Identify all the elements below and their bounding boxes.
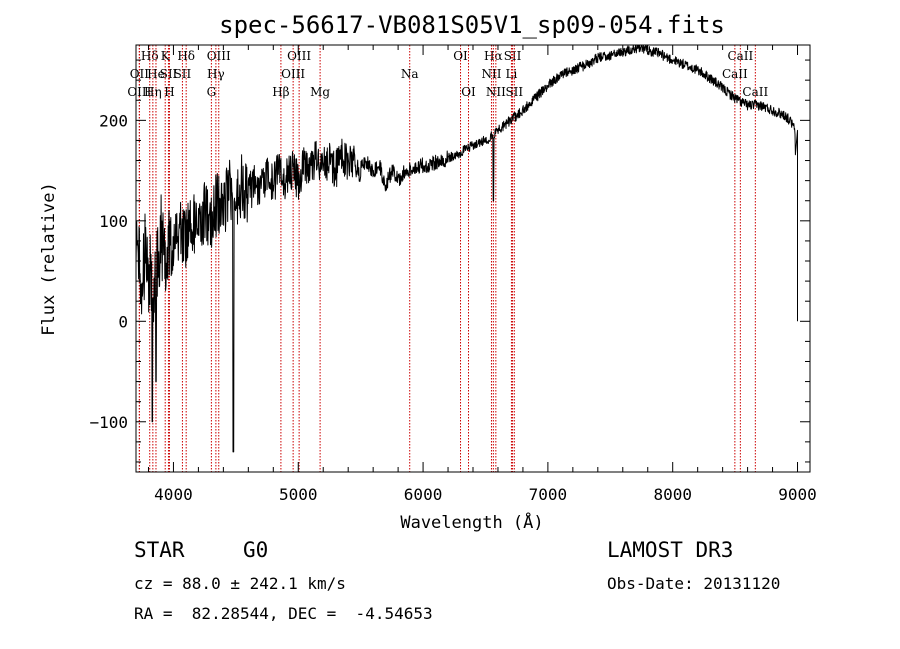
line-marker: G (207, 45, 217, 472)
survey-name: LAMOST DR3 (607, 538, 734, 562)
line-marker-label: Li (506, 67, 518, 81)
x-axis-label: Wavelength (Å) (400, 511, 543, 533)
line-marker: He (147, 45, 165, 472)
redshift-text: cz = 88.0 ± 242.1 km/s (134, 574, 346, 593)
line-marker-label: OIII (287, 49, 311, 63)
line-marker-label: CaII (727, 49, 753, 63)
spectrum-series (135, 44, 798, 453)
x-tick-label: 9000 (778, 485, 817, 504)
line-marker-label: K (161, 49, 171, 63)
y-tick-label: 200 (99, 111, 128, 130)
line-marker-label: OIII (127, 85, 151, 99)
line-marker: CaII (742, 45, 768, 472)
line-marker: Hα (484, 45, 503, 472)
x-tick-label: 7000 (529, 485, 568, 504)
line-marker-label: Hβ (272, 85, 289, 99)
obs-date: Obs-Date: 20131120 (607, 574, 781, 593)
line-marker-label: SII (174, 67, 192, 81)
line-marker: Mg (310, 45, 330, 472)
plot-frame (135, 44, 811, 473)
coordinates-text: RA = 82.28544, DEC = -4.54653 (134, 604, 433, 623)
line-marker: Hγ (207, 45, 225, 472)
line-marker-label: OI (461, 85, 476, 99)
object-subclass: G0 (243, 538, 269, 562)
line-marker: NII (486, 45, 506, 472)
line-marker-label: OII (130, 67, 150, 81)
line-marker-label: H (164, 85, 174, 99)
line-marker-label: NII (486, 85, 506, 99)
chart-title: spec-56617-VB081S05V1_sp09-054.fits (219, 11, 725, 39)
y-tick-label: −100 (89, 413, 128, 432)
line-marker: SII (505, 45, 523, 472)
line-marker-label: Hη (144, 85, 162, 99)
line-marker-label: OI (453, 49, 468, 63)
y-tick-label: 100 (99, 212, 128, 231)
x-tick-label: 6000 (404, 485, 443, 504)
line-marker-label: SII (504, 49, 522, 63)
line-marker-label: G (207, 85, 217, 99)
line-marker-label: Mg (310, 85, 330, 99)
line-marker: OI (461, 45, 476, 472)
x-tick-label: 5000 (279, 485, 318, 504)
line-marker: Li (506, 45, 518, 472)
line-marker-label: Hδ (141, 49, 159, 63)
line-marker: SII (504, 45, 522, 472)
line-marker-label: SII (160, 67, 178, 81)
line-marker-label: CaII (722, 67, 748, 81)
line-marker-label: OIII (207, 49, 231, 63)
line-marker: Na (401, 45, 419, 472)
line-marker: OIII (281, 45, 305, 472)
x-tick-label: 8000 (653, 485, 692, 504)
y-tick-label: 0 (118, 312, 128, 331)
line-marker: Hη (144, 45, 162, 472)
line-marker: OIII (287, 45, 311, 472)
line-marker: NII (481, 45, 502, 472)
line-marker-label: CaII (742, 85, 768, 99)
line-marker-label: Hα (484, 49, 503, 63)
line-marker: OIII (207, 45, 231, 472)
spectrum-line (135, 44, 798, 453)
object-class: STAR (134, 538, 185, 562)
line-marker-label: Hγ (207, 67, 225, 81)
line-marker-label: OIII (281, 67, 305, 81)
line-marker: CaII (722, 45, 748, 472)
y-axis-label: Flux (relative) (39, 182, 59, 336)
line-marker-label: He (147, 67, 165, 81)
line-marker-label: SII (505, 85, 523, 99)
line-marker-label: Hδ (177, 49, 195, 63)
axis-ticks: 4000 5000 6000 7000 8000 9000 −100 0 100 200 (89, 45, 817, 504)
line-marker: CaII (727, 45, 754, 472)
line-marker: OI (453, 45, 468, 472)
x-tick-label: 4000 (154, 485, 193, 504)
line-marker-label: NII (481, 67, 501, 81)
line-marker: Hβ (272, 45, 290, 472)
line-marker-label: Na (401, 67, 419, 81)
